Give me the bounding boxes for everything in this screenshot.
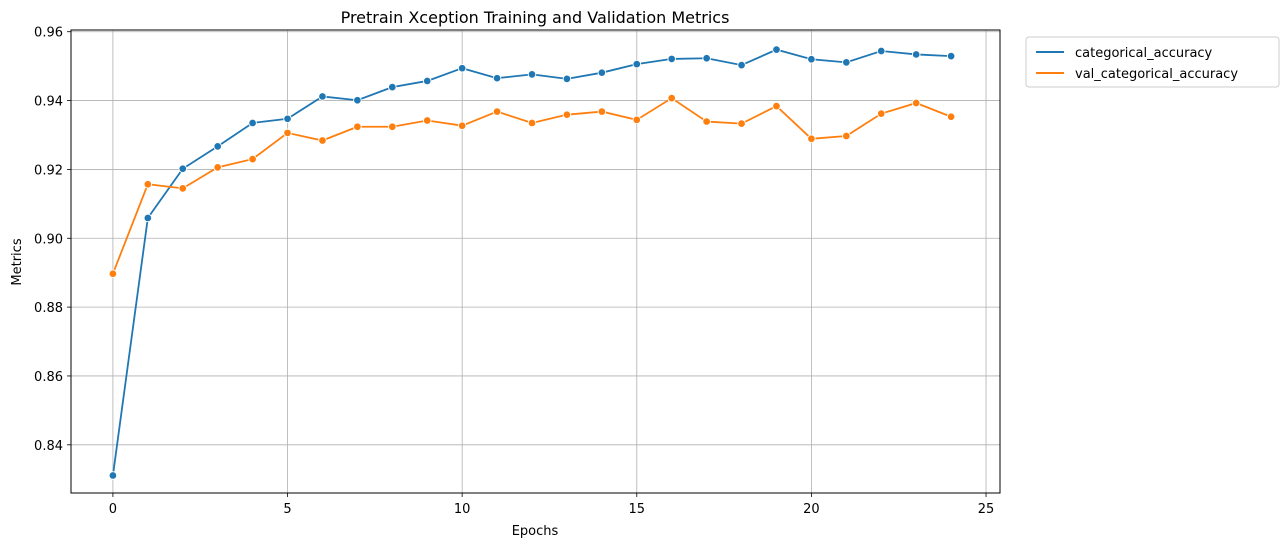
data-point xyxy=(772,45,781,54)
series-line xyxy=(112,48,952,476)
y-axis-label: Metrics xyxy=(10,238,25,285)
y-tick-label: 0.88 xyxy=(34,301,63,316)
data-point xyxy=(702,53,711,63)
y-tick-label: 0.84 xyxy=(34,439,63,454)
data-point xyxy=(422,76,432,86)
data-point xyxy=(911,50,921,59)
data-point xyxy=(353,122,362,131)
x-tick-label: 25 xyxy=(978,502,995,517)
data-point xyxy=(248,154,257,164)
data-point xyxy=(946,112,956,121)
x-tick-label: 10 xyxy=(454,502,471,517)
data-point xyxy=(842,58,851,67)
data-point xyxy=(388,122,397,131)
data-point xyxy=(632,59,642,69)
legend-frame xyxy=(1025,36,1280,88)
data-point xyxy=(597,68,607,77)
data-point xyxy=(807,134,816,144)
data-point xyxy=(108,471,118,480)
data-point xyxy=(737,60,746,70)
data-point xyxy=(562,74,572,84)
axis-ticks: 0 5 10 15 20 25 0.84 0.86 0.88 0.90 0.92 0.94 0.96 xyxy=(34,26,994,517)
data-point xyxy=(667,93,676,103)
data-point xyxy=(562,110,572,119)
data-point xyxy=(318,136,327,145)
x-tick-label: 20 xyxy=(803,502,820,517)
data-point xyxy=(283,114,292,124)
data-point xyxy=(492,107,502,116)
series-val-categorical-accuracy xyxy=(108,93,956,278)
data-point xyxy=(143,213,153,223)
data-point xyxy=(702,117,711,126)
data-point xyxy=(807,55,816,64)
legend: categorical_accuracy val_categorical_accu… xyxy=(1025,36,1280,88)
data-point xyxy=(353,95,362,105)
y-tick-label: 0.92 xyxy=(34,163,63,178)
data-point xyxy=(946,51,956,61)
series-categorical-accuracy xyxy=(108,45,956,480)
data-point xyxy=(283,128,292,138)
data-point xyxy=(388,82,397,92)
data-point xyxy=(842,131,851,141)
data-point xyxy=(318,92,327,101)
data-point xyxy=(877,109,886,118)
x-axis-label: Epochs xyxy=(512,524,559,539)
data-point xyxy=(178,184,188,193)
data-point xyxy=(248,118,257,128)
legend-label: categorical_accuracy xyxy=(1075,46,1213,61)
data-point xyxy=(737,119,746,128)
data-point xyxy=(178,164,188,173)
legend-label: val_categorical_accuracy xyxy=(1075,67,1238,82)
data-point xyxy=(422,116,432,125)
x-tick-label: 0 xyxy=(109,502,117,517)
data-point xyxy=(457,121,467,130)
data-point xyxy=(143,179,153,189)
y-tick-label: 0.90 xyxy=(34,232,63,247)
data-point xyxy=(877,46,886,56)
chart-title: Pretrain Xception Training and Validatio… xyxy=(341,8,730,27)
data-point xyxy=(492,73,502,83)
data-point xyxy=(108,269,118,278)
plot-frame xyxy=(70,29,1001,494)
x-tick-label: 5 xyxy=(283,502,291,517)
y-tick-label: 0.94 xyxy=(34,95,63,110)
data-point xyxy=(597,107,607,116)
y-tick-label: 0.86 xyxy=(34,370,63,385)
x-tick-label: 15 xyxy=(629,502,646,517)
data-point xyxy=(213,163,222,172)
grid-lines xyxy=(71,30,1000,493)
data-point xyxy=(527,118,537,128)
data-point xyxy=(213,142,222,151)
data-point xyxy=(772,101,781,111)
y-tick-label: 0.96 xyxy=(34,26,63,41)
data-point xyxy=(527,70,537,79)
data-point xyxy=(911,98,921,108)
data-point xyxy=(632,115,642,125)
data-point xyxy=(667,54,676,64)
series-group xyxy=(108,45,956,480)
data-point xyxy=(457,63,467,73)
